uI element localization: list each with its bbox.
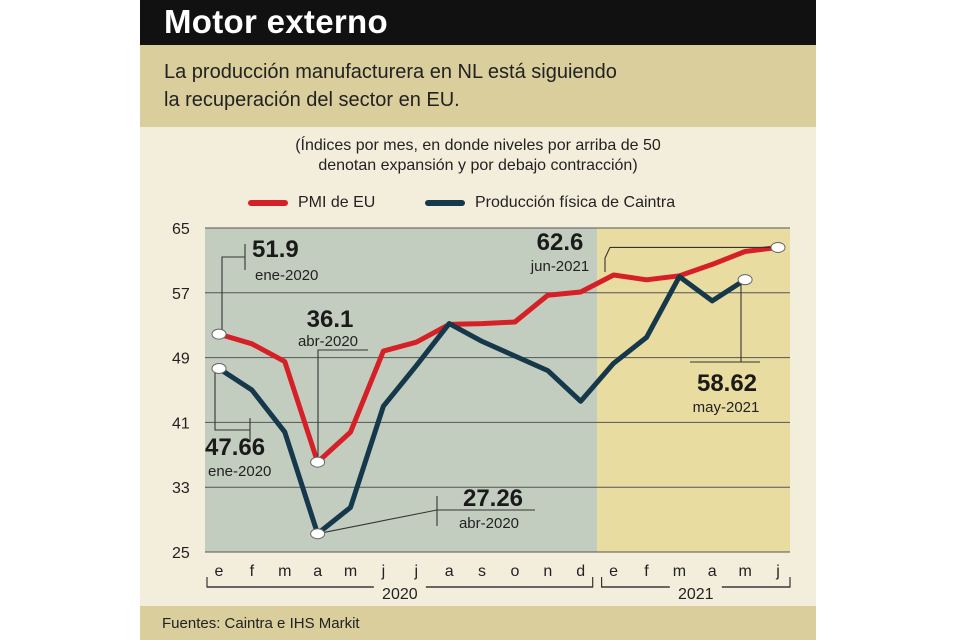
label-value-caintra-may-2021: 58.62 — [697, 370, 757, 397]
series-line-caintra — [216, 274, 748, 537]
x-tick-label: n — [543, 563, 552, 580]
source-text: Fuentes: Caintra e IHS Markit — [162, 615, 360, 632]
legend-caintra: Producción física de Caintra — [425, 194, 675, 212]
point-marker-pmi-ene-2020 — [211, 328, 227, 340]
point-marker-caintra-may-2021 — [737, 274, 753, 286]
legend-pmi-label: PMI de EU — [298, 194, 376, 211]
x-tick-label: m — [673, 563, 686, 580]
label-value-pmi-ene-2020: 51.9 — [252, 236, 299, 263]
chart-title: Motor externo — [164, 3, 388, 40]
note-line-1: (Índices por mes, en donde niveles por a… — [295, 137, 661, 154]
y-tick-label: 33 — [172, 480, 190, 497]
label-date-pmi-ene-2020: ene-2020 — [255, 267, 318, 284]
point-marker-pmi-jun-2021 — [770, 241, 786, 253]
legend-caintra-label: Producción física de Caintra — [475, 194, 676, 211]
footer: Fuentes: Caintra e IHS Markit — [140, 606, 816, 640]
legend-pmi-swatch — [248, 200, 288, 206]
x-tick-label: m — [278, 563, 291, 580]
point-marker-pmi-abr-2020 — [310, 456, 326, 468]
label-value-caintra-ene-2020: 47.66 — [205, 434, 265, 461]
x-tick-label: e — [609, 563, 618, 580]
year-label-bg — [669, 581, 722, 595]
y-tick-label: 65 — [172, 221, 190, 238]
subtitle-line-1: La producción manufacturera en NL está s… — [164, 61, 617, 83]
y-tick-label: 41 — [172, 415, 190, 432]
title-bar: Motor externo — [140, 0, 816, 45]
x-tick-label: d — [576, 563, 585, 580]
y-tick-label: 57 — [172, 286, 190, 303]
y-tick-label: 49 — [172, 351, 190, 368]
x-tick-label: j — [414, 563, 419, 580]
label-value-pmi-abr-2020: 36.1 — [307, 306, 354, 333]
x-tick-label: o — [510, 563, 519, 580]
series-line-pmi — [216, 244, 781, 465]
x-tick-label: m — [344, 563, 357, 580]
x-tick-label: e — [215, 563, 224, 580]
subtitle-line-2: la recuperación del sector en EU. — [164, 89, 460, 111]
year-label-bg — [373, 581, 426, 595]
band-2020 — [205, 228, 598, 552]
note-line-2: denotan expansión y por debajo contracci… — [318, 157, 638, 174]
label-date-pmi-abr-2020: abr-2020 — [298, 333, 358, 350]
leader-pmi-jun-2021 — [604, 246, 778, 272]
x-tick-label: a — [708, 563, 717, 580]
label-date-caintra-may-2021: may-2021 — [693, 399, 760, 416]
x-tick-label: j — [775, 563, 780, 580]
x-tick-label: a — [313, 563, 322, 580]
y-tick-label: 25 — [172, 545, 190, 562]
label-value-caintra-abr-2020: 27.26 — [463, 485, 523, 512]
x-tick-label: m — [738, 563, 751, 580]
x-tick-label: f — [644, 563, 649, 580]
year-label: 2020 — [382, 586, 418, 603]
label-date-caintra-abr-2020: abr-2020 — [459, 515, 519, 532]
legend-pmi: PMI de EU — [248, 194, 375, 212]
label-value-pmi-jun-2021: 62.6 — [537, 229, 584, 256]
label-date-caintra-ene-2020: ene-2020 — [208, 463, 271, 480]
x-tick-label: a — [445, 563, 454, 580]
legend-caintra-swatch — [425, 200, 465, 206]
year-label: 2021 — [678, 586, 714, 603]
x-tick-label: f — [250, 563, 255, 580]
subtitle-bar: La producción manufacturera en NL está s… — [140, 45, 816, 127]
x-tick-label: s — [478, 563, 486, 580]
point-marker-caintra-ene-2020 — [211, 362, 227, 374]
label-date-pmi-jun-2021: jun-2021 — [530, 258, 589, 275]
band-2021 — [597, 228, 790, 552]
point-marker-caintra-abr-2020 — [310, 528, 326, 540]
x-tick-label: j — [381, 563, 386, 580]
